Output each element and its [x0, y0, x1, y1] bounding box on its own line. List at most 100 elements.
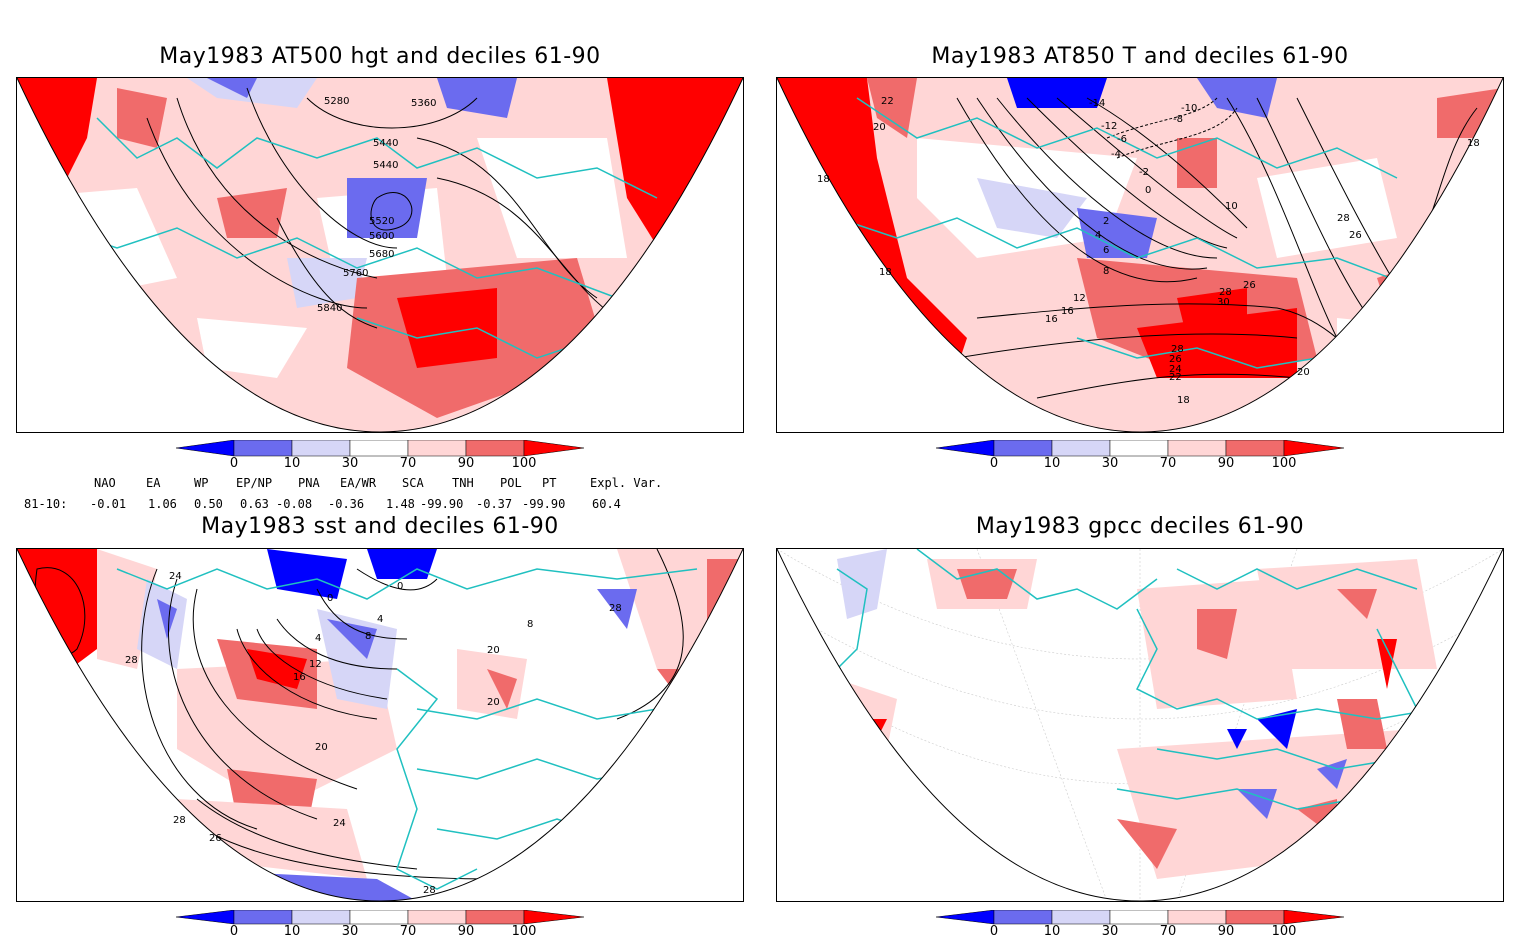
colorbar-seg: [1225, 439, 1285, 457]
contour-label: 0: [397, 581, 403, 592]
contour-label: 28: [423, 885, 436, 896]
colorbar-seg: [1051, 439, 1111, 457]
colorbar-tick: 90: [1217, 924, 1235, 939]
colorbar-tick: 90: [457, 924, 475, 939]
colorbar-tick: 90: [1217, 456, 1235, 471]
tele-value: 1.06: [148, 497, 177, 511]
contour-label: 28: [1219, 287, 1232, 298]
colorbar-seg: [523, 909, 585, 925]
contour-label: 5440: [373, 160, 398, 171]
colorbar-tick: 10: [283, 456, 301, 471]
contour-label: 26: [209, 833, 222, 844]
colorbar-tick: 100: [511, 924, 537, 939]
colorbar-tick: 100: [511, 456, 537, 471]
panel-title-gpcc: May1983 gpcc deciles 61-90: [975, 514, 1305, 539]
map-at500-hgt: 5280 5360 5440 5440 5520 5600 5680 5760 …: [16, 77, 744, 433]
contour-label: 28: [609, 603, 622, 614]
contour-label: 4: [1095, 230, 1101, 241]
contour-label: -14: [1089, 98, 1105, 109]
tele-header: Expl. Var.: [590, 476, 663, 490]
tele-header: WP: [194, 476, 209, 490]
colorbar-tick: 100: [1271, 456, 1297, 471]
colorbar-seg: [233, 909, 293, 925]
colorbar-seg: [935, 909, 995, 925]
tele-header: NAO: [94, 476, 116, 490]
colorbar-seg: [993, 439, 1053, 457]
colorbar-tick: 10: [1043, 456, 1061, 471]
contour-label: 28: [1337, 213, 1350, 224]
contour-label: -2: [1139, 167, 1149, 178]
colorbar-tick: 70: [1159, 456, 1177, 471]
colorbar-seg: [175, 909, 235, 925]
contour-label: 5280: [324, 96, 349, 107]
colorbar-seg: [407, 909, 467, 925]
colorbar-seg: [935, 439, 995, 457]
tele-header: PNA: [298, 476, 320, 490]
contour-label: -8: [1173, 114, 1183, 125]
tele-value: 0.50: [194, 497, 223, 511]
colorbar-tick: 0: [229, 924, 239, 939]
contour-label: 28: [173, 815, 186, 826]
contour-label: -10: [1181, 103, 1197, 114]
map-sst: 24 28 0 0 4 8 4 12 16 20 20 24 28 28 26 …: [16, 548, 744, 902]
contour-label: 5360: [411, 98, 436, 109]
tele-header: SCA: [402, 476, 424, 490]
tele-value: 1.48: [386, 497, 415, 511]
colorbar-seg: [349, 909, 409, 925]
contour-label: 20: [1297, 367, 1310, 378]
colorbar-seg: [1051, 909, 1111, 925]
colorbar-seg: [465, 909, 525, 925]
map-at850-t: 22 20 18 18 -14 -12 -10 -8 -6 -4 -2 0 2 …: [776, 77, 1504, 433]
tele-value: -0.08: [276, 497, 313, 511]
contour-label: 28: [1171, 344, 1184, 355]
colorbar-tick: 90: [457, 456, 475, 471]
colorbar-tick: 10: [1043, 924, 1061, 939]
contour-label: 16: [1061, 306, 1074, 317]
panel-title-sst: May1983 sst and deciles 61-90: [201, 514, 559, 539]
contour-label: 18: [1177, 395, 1190, 406]
contour-label: -12: [1101, 121, 1117, 132]
contour-label: 24: [333, 818, 346, 829]
tele-value: -0.01: [90, 497, 127, 511]
colorbar-graphic: [175, 439, 585, 457]
contour-label: 26: [1349, 230, 1362, 241]
colorbar-seg: [465, 439, 525, 457]
tele-value: -0.37: [476, 497, 513, 511]
colorbar-tick: 0: [989, 456, 999, 471]
colorbar-top-left: 0 10 30 70 90 100: [175, 439, 586, 476]
contour-label: 2: [1103, 216, 1109, 227]
contour-label: 20: [315, 742, 328, 753]
colorbar-seg: [291, 909, 351, 925]
colorbar-tick: 0: [229, 456, 239, 471]
contour-label: 5520: [369, 216, 394, 227]
colorbar-tick: 0: [989, 924, 999, 939]
contour-label: 30: [1217, 297, 1230, 308]
colorbar-seg: [1283, 439, 1345, 457]
colorbar-seg: [291, 439, 351, 457]
contour-label: -6: [1117, 134, 1127, 145]
contour-label: 5440: [373, 138, 398, 149]
tele-header: PT: [542, 476, 557, 490]
colorbar-seg: [1109, 909, 1169, 925]
at500-map-graphic: 5280 5360 5440 5440 5520 5600 5680 5760 …: [17, 78, 743, 432]
contour-label: 18: [879, 267, 892, 278]
tele-header: TNH: [452, 476, 474, 490]
contour-label: 8: [365, 631, 371, 642]
map-gpcc: [776, 548, 1504, 902]
contour-label: 8: [527, 619, 533, 630]
contour-label: 5600: [369, 231, 394, 242]
colorbar-bottom-left: 0 10 30 70 90 100: [175, 909, 586, 940]
contour-label: 0: [1145, 185, 1151, 196]
tele-value: -99.90: [420, 497, 464, 511]
colorbar-tick: 30: [341, 456, 359, 471]
tele-value: -99.90: [522, 497, 566, 511]
contour-label: 10: [1225, 201, 1238, 212]
contour-label: 24: [1169, 364, 1182, 375]
panel-title-at850: May1983 AT850 T and deciles 61-90: [931, 44, 1349, 69]
colorbar-seg: [407, 439, 467, 457]
contour-label: 26: [1243, 280, 1256, 291]
tele-row-label: 81-10:: [24, 497, 68, 511]
contour-label: 28: [125, 655, 138, 666]
colorbar-tick: 30: [341, 924, 359, 939]
colorbar-graphic: [935, 439, 1345, 457]
